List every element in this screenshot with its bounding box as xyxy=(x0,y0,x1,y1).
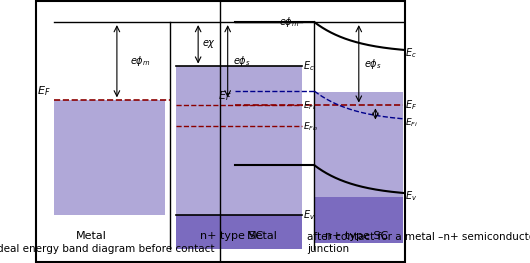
Text: $E_{Fi}$: $E_{Fi}$ xyxy=(405,116,418,129)
Bar xyxy=(54,100,165,215)
Bar xyxy=(235,93,293,170)
Text: $e\phi_m$: $e\phi_m$ xyxy=(130,54,151,68)
Text: n+ type SC: n+ type SC xyxy=(200,231,263,241)
Text: $E_c$: $E_c$ xyxy=(303,59,315,73)
Text: $E_v$: $E_v$ xyxy=(405,190,417,204)
Text: Metal: Metal xyxy=(248,231,278,241)
Text: $E_c$: $E_c$ xyxy=(405,47,417,60)
Text: Metal: Metal xyxy=(76,231,107,241)
Text: $e\phi_s$: $e\phi_s$ xyxy=(233,54,251,68)
Text: $E_F$: $E_F$ xyxy=(37,84,50,98)
Bar xyxy=(176,67,302,215)
Text: $e\chi$: $e\chi$ xyxy=(202,38,216,50)
Text: $E_F$: $E_F$ xyxy=(218,89,232,103)
Text: after contact for a metal –n+ semiconductor
junction: after contact for a metal –n+ semiconduc… xyxy=(307,232,530,254)
Text: $e\phi_s$: $e\phi_s$ xyxy=(364,57,382,71)
Bar xyxy=(176,215,302,249)
Text: n+ type SC: n+ type SC xyxy=(325,231,388,241)
Text: $e\phi_m$: $e\phi_m$ xyxy=(279,15,300,29)
Bar xyxy=(314,93,403,196)
Text: $E_v$: $E_v$ xyxy=(303,208,316,222)
Bar xyxy=(314,196,403,243)
Text: $E_F$: $E_F$ xyxy=(405,99,417,112)
Text: ideal energy band diagram before contact: ideal energy band diagram before contact xyxy=(0,244,214,254)
Text: $E_{Fi}$: $E_{Fi}$ xyxy=(303,99,316,112)
Text: $E_{Fn}$: $E_{Fn}$ xyxy=(303,120,319,133)
